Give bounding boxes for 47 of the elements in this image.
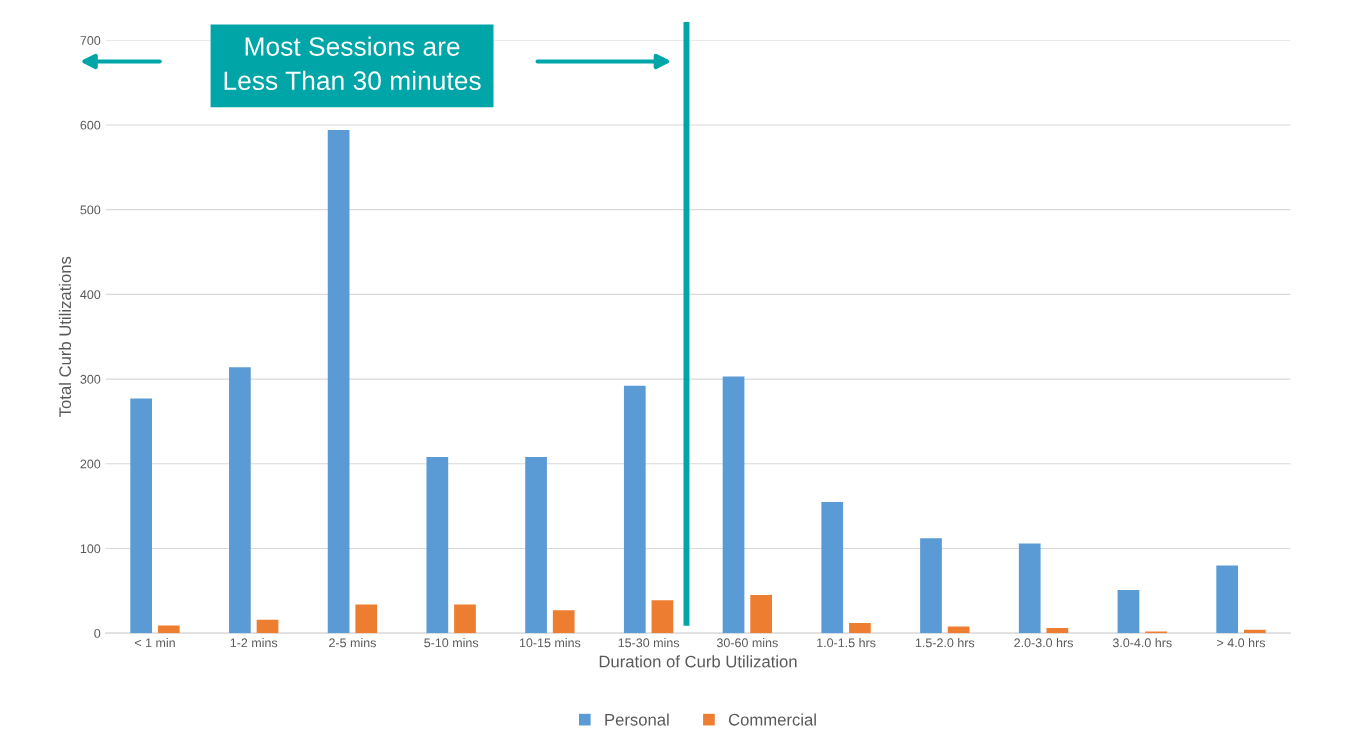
x-tick-label: 2.0-3.0 hrs [1014, 638, 1073, 648]
bar [1216, 565, 1239, 634]
bar [1046, 628, 1069, 634]
bar [157, 625, 180, 634]
bar [355, 604, 378, 634]
bar [947, 626, 970, 634]
x-tick-label: 1.5-2.0 hrs [915, 638, 975, 648]
x-tick-label: 5-10 mins [424, 638, 479, 648]
bar [722, 376, 745, 634]
bar [623, 385, 646, 634]
x-tick-label: 15-30 mins [618, 638, 680, 648]
legend-label: Commercial [728, 713, 816, 726]
x-tick-label: 2-5 mins [329, 638, 376, 648]
y-tick-label: 600 [80, 120, 101, 130]
bar [454, 604, 476, 634]
y-axis-title: Total Curb Utilizations [58, 256, 72, 417]
annotation: Most Sessions are Less Than 30 minutes [224, 36, 481, 91]
legend-label: Personal [605, 713, 669, 726]
y-tick-label: 500 [80, 205, 101, 215]
bar [426, 457, 449, 634]
x-tick-label: 30-60 mins [716, 638, 778, 648]
y-tick-label: 400 [80, 290, 101, 300]
bar [821, 501, 844, 634]
x-tick-label: > 4.0 hrs [1217, 638, 1266, 648]
y-tick-label: 200 [80, 459, 101, 469]
bar [1117, 589, 1140, 634]
bar [256, 619, 279, 634]
bar [651, 600, 674, 634]
y-tick-label: 100 [80, 544, 101, 554]
x-tick-label: 3.0-4.0 hrs [1112, 638, 1172, 648]
x-tick-label: 1.0-1.5 hrs [817, 638, 876, 648]
bar [130, 398, 153, 634]
bar [525, 457, 547, 634]
bar [552, 610, 575, 634]
bar [229, 367, 251, 634]
x-tick-label: 1-2 mins [230, 638, 278, 648]
bar [1018, 543, 1041, 634]
bar [849, 623, 871, 634]
x-tick-label: 10-15 mins [519, 638, 581, 648]
y-tick-label: 700 [80, 36, 101, 45]
bar [750, 595, 773, 634]
bar [920, 538, 942, 634]
bar [327, 130, 350, 634]
x-axis-title: Duration of Curb Utilization [599, 655, 797, 668]
y-tick-label: 0 [94, 628, 101, 638]
x-tick-label: < 1 min [134, 638, 175, 648]
y-tick-label: 300 [80, 374, 101, 384]
